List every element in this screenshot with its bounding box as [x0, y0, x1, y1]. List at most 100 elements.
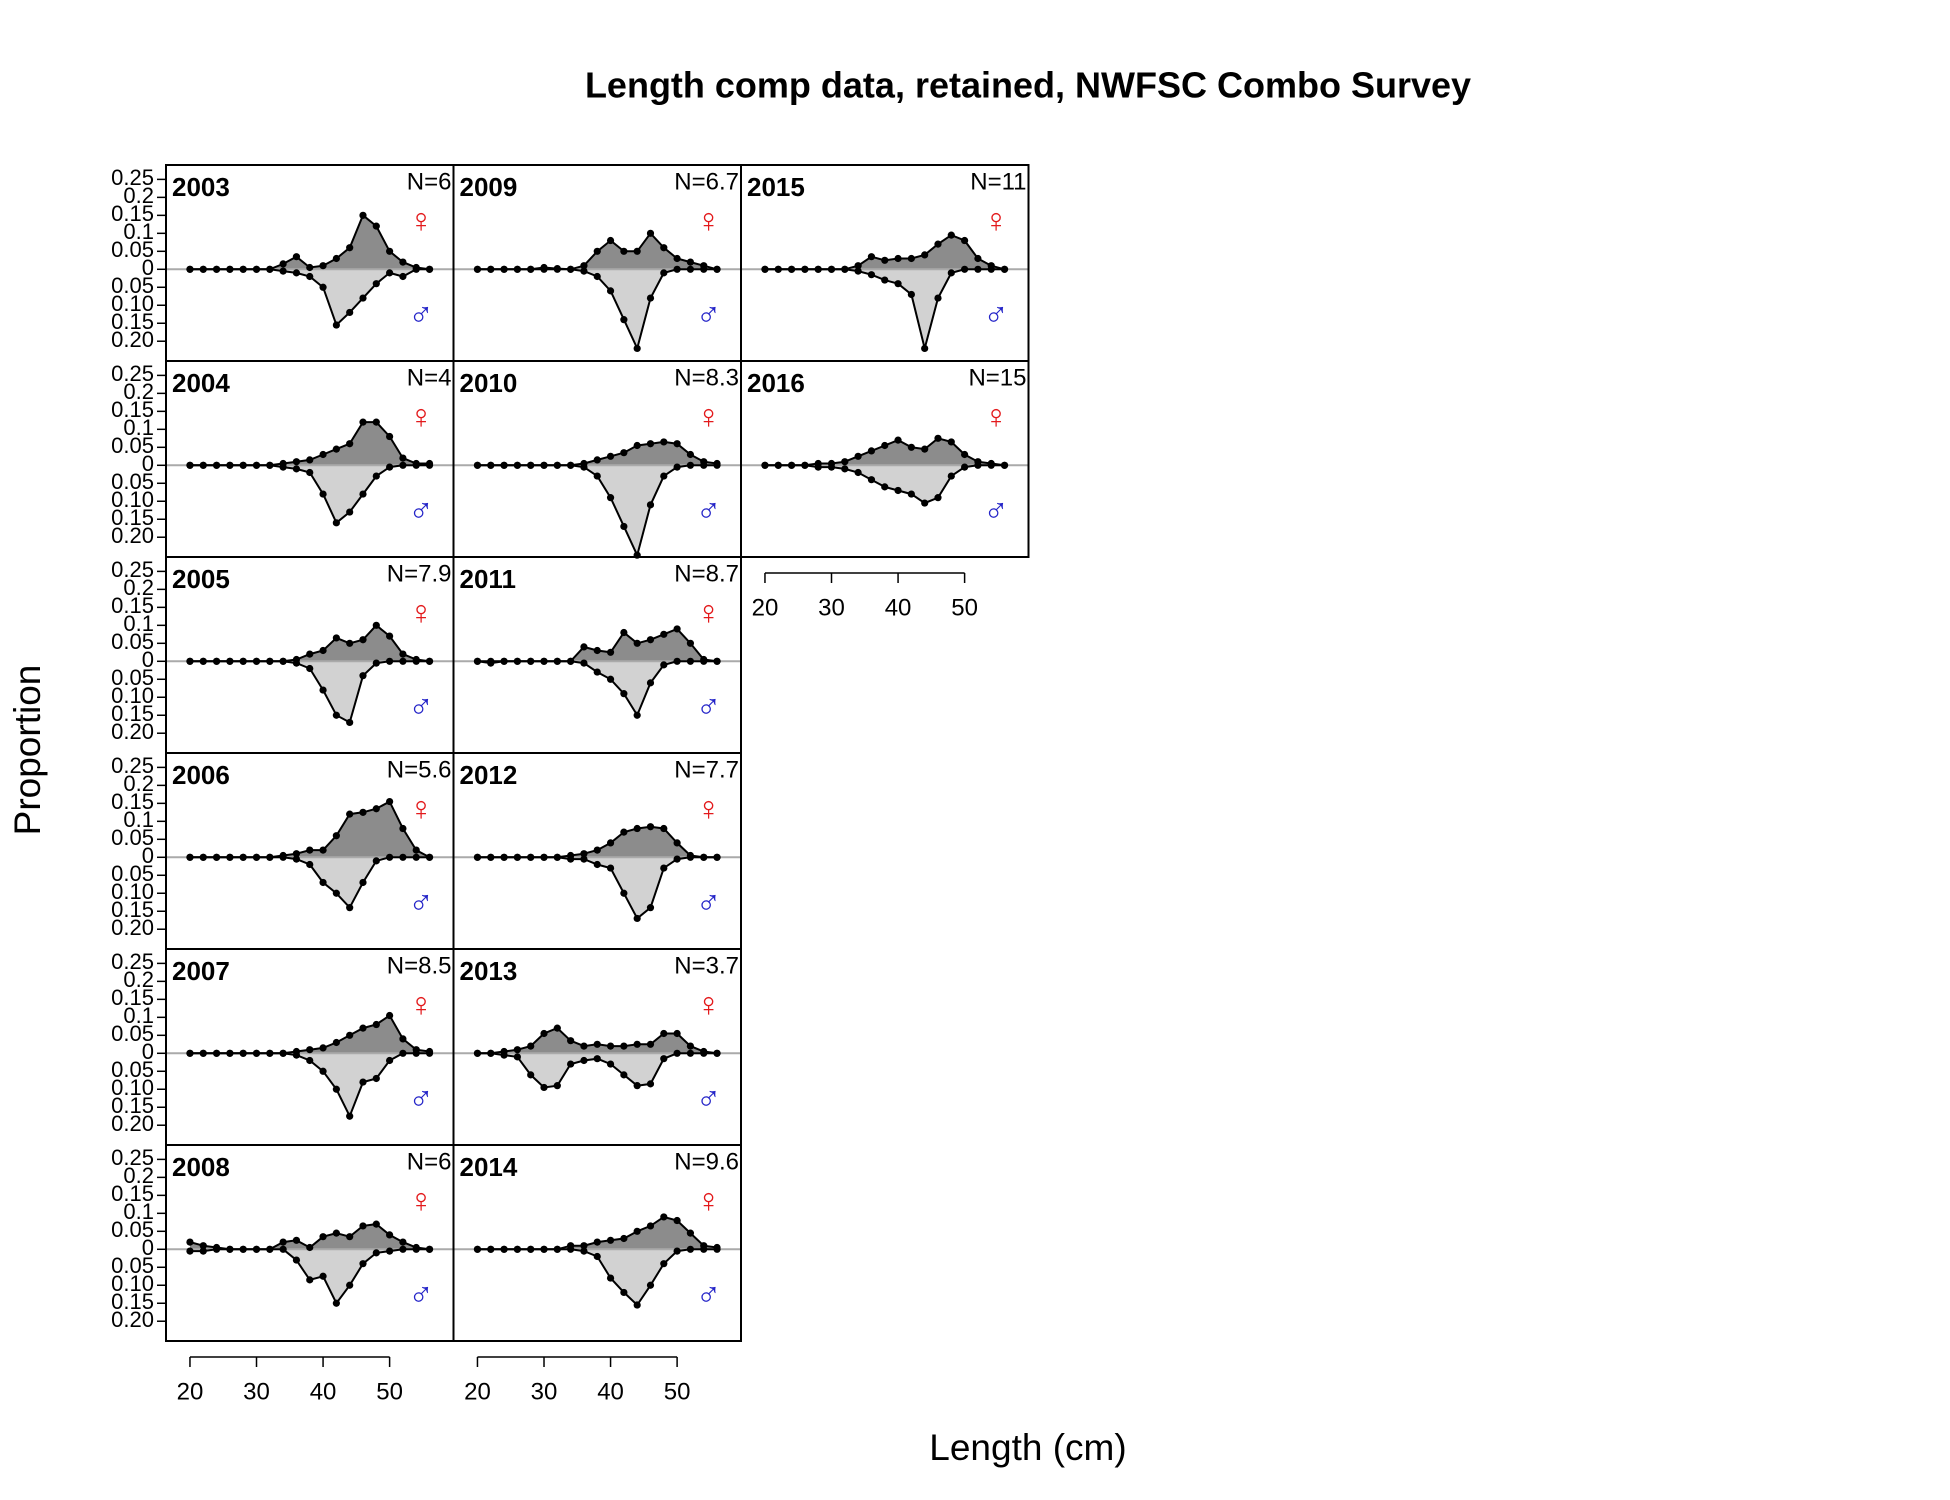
- point: [686, 450, 695, 459]
- legend-symbol: ♂: [696, 1080, 722, 1118]
- y-tick-label: 0.10: [111, 291, 154, 316]
- sample-size: N=9.6: [674, 1148, 739, 1175]
- point: [292, 253, 301, 261]
- point: [606, 1274, 615, 1282]
- y-tick-label: 0.05: [111, 629, 154, 654]
- point: [292, 1256, 301, 1264]
- point: [921, 445, 929, 453]
- x-tick-label: 20: [464, 1378, 491, 1405]
- point: [500, 1051, 508, 1059]
- point: [841, 265, 849, 273]
- point: [660, 661, 668, 669]
- area: [190, 1249, 430, 1304]
- point: [332, 832, 340, 840]
- sample-size: N=15: [968, 364, 1026, 391]
- point: [540, 1029, 548, 1038]
- legend-symbol: ♂: [408, 296, 434, 334]
- point: [279, 267, 287, 275]
- point: [854, 267, 862, 275]
- point: [713, 265, 721, 273]
- legend-symbol: ♂: [408, 688, 434, 726]
- point: [332, 1085, 340, 1093]
- point: [713, 1245, 721, 1253]
- point: [346, 244, 354, 252]
- point: [319, 1067, 327, 1075]
- y-tick-label: 0.20: [111, 327, 154, 352]
- point: [199, 1049, 207, 1057]
- y-tick-label: 0.20: [111, 1307, 154, 1332]
- point: [425, 1049, 434, 1057]
- point: [774, 461, 782, 469]
- y-tick-label: 0: [142, 1235, 154, 1260]
- point: [606, 839, 615, 847]
- point: [894, 436, 902, 444]
- point: [646, 1040, 655, 1048]
- point: [660, 1029, 668, 1038]
- y-tick-label: 0.2: [123, 771, 154, 796]
- point: [593, 472, 601, 480]
- point: [252, 1049, 261, 1057]
- point: [934, 494, 942, 502]
- point: [686, 1245, 695, 1253]
- point: [646, 501, 655, 509]
- point: [266, 1049, 274, 1057]
- point: [199, 461, 207, 469]
- point: [239, 657, 247, 665]
- y-tick-label: 0.1: [123, 415, 154, 440]
- point: [1000, 265, 1009, 273]
- point: [673, 855, 681, 863]
- sample-size: N=6: [407, 1148, 452, 1175]
- point: [346, 904, 354, 912]
- panel-title: 2015: [747, 172, 805, 202]
- point: [620, 316, 628, 324]
- point: [500, 657, 508, 665]
- y-axis-label: Proportion: [7, 665, 48, 836]
- legend-symbol: ♂: [696, 492, 722, 530]
- point: [673, 657, 681, 665]
- legend-symbol: ♀: [408, 986, 434, 1024]
- y-tick-label: 0.15: [111, 897, 154, 922]
- point: [947, 269, 955, 277]
- point: [646, 229, 655, 237]
- point: [540, 853, 548, 861]
- point: [346, 508, 354, 516]
- point: [660, 1260, 668, 1268]
- point: [306, 456, 314, 464]
- point: [527, 1042, 535, 1050]
- point: [399, 824, 407, 833]
- point: [346, 440, 354, 448]
- panel-title: 2014: [460, 1152, 518, 1182]
- point: [633, 914, 641, 923]
- point: [513, 265, 521, 273]
- y-tick-label: 0.20: [111, 523, 154, 548]
- y-tick-label: 0.25: [111, 165, 154, 190]
- point: [306, 1276, 314, 1284]
- point: [553, 1245, 561, 1253]
- point: [487, 265, 495, 273]
- y-tick-label: 0.05: [111, 273, 154, 298]
- y-tick-label: 0.05: [111, 469, 154, 494]
- point: [713, 1049, 721, 1057]
- y-tick-label: 0.05: [111, 1057, 154, 1082]
- point: [673, 463, 681, 471]
- panel-title: 2016: [747, 368, 805, 398]
- point: [673, 1029, 681, 1038]
- point: [633, 639, 641, 647]
- point: [580, 1247, 588, 1255]
- point: [660, 824, 668, 833]
- point: [319, 262, 327, 270]
- point: [372, 222, 380, 230]
- point: [894, 486, 902, 495]
- point: [646, 440, 655, 448]
- point: [540, 657, 548, 665]
- point: [540, 1245, 548, 1253]
- point: [500, 265, 508, 273]
- point: [567, 855, 575, 863]
- y-tick-label: 0: [142, 843, 154, 868]
- y-tick-label: 0.15: [111, 593, 154, 618]
- y-tick-label: 0.10: [111, 879, 154, 904]
- point: [787, 461, 796, 469]
- point: [947, 231, 955, 239]
- point: [332, 1038, 340, 1047]
- point: [372, 472, 380, 480]
